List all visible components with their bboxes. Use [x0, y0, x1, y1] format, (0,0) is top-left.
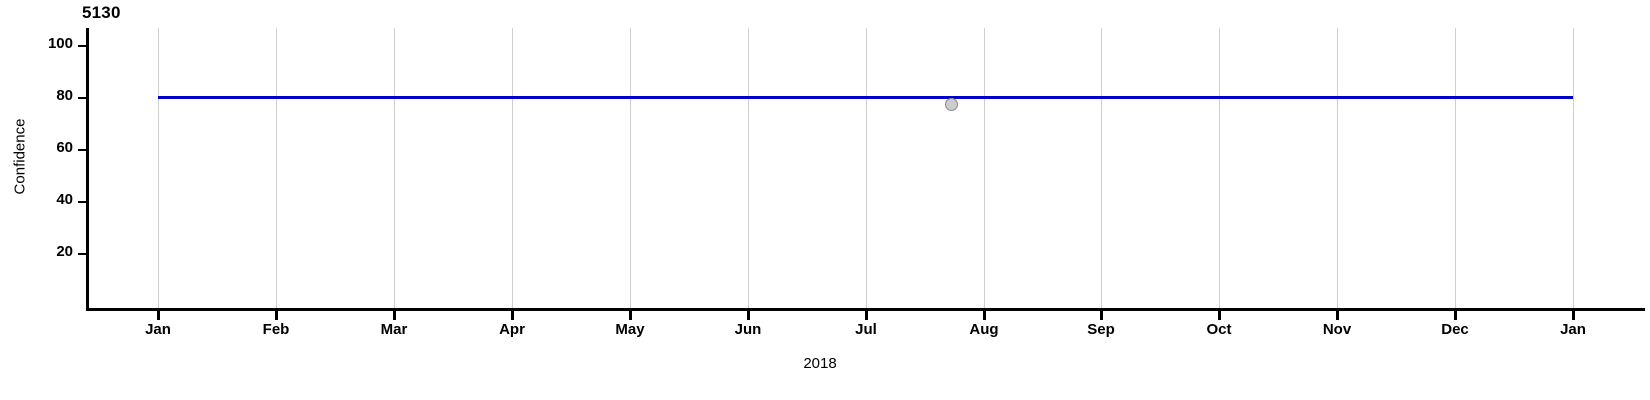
x-tick-mark: [393, 311, 396, 320]
y-tick-label: 40: [56, 191, 73, 208]
gridline-vertical: [630, 28, 631, 308]
threshold-line: [158, 96, 1573, 99]
x-tick-mark: [629, 311, 632, 320]
x-tick-mark: [983, 311, 986, 320]
y-axis-line: [86, 28, 89, 311]
x-tick-label: Jul: [855, 321, 877, 338]
y-tick-mark: [78, 149, 87, 151]
y-tick-mark: [78, 45, 87, 47]
x-tick-mark: [1454, 311, 1457, 320]
data-point-marker[interactable]: [945, 97, 959, 111]
gridline-vertical: [866, 28, 867, 308]
y-tick-label: 60: [56, 139, 73, 156]
x-axis-line: [86, 308, 1645, 311]
x-tick-mark: [275, 311, 278, 320]
y-tick-label: 20: [56, 243, 73, 260]
x-tick-mark: [1336, 311, 1339, 320]
gridline-vertical: [984, 28, 985, 308]
x-tick-label: Nov: [1322, 321, 1352, 338]
gridline-vertical: [1219, 28, 1220, 308]
x-tick-label: Aug: [969, 321, 999, 338]
gridline-vertical: [1573, 28, 1574, 308]
chart-title: 5130: [82, 3, 121, 22]
gridline-vertical: [748, 28, 749, 308]
gridline-vertical: [394, 28, 395, 308]
gridline-vertical: [1337, 28, 1338, 308]
x-tick-label: Dec: [1441, 321, 1469, 338]
x-tick-mark: [157, 311, 160, 320]
gridline-vertical: [512, 28, 513, 308]
x-tick-mark: [1572, 311, 1575, 320]
x-tick-label: Mar: [380, 321, 408, 338]
x-tick-mark: [747, 311, 750, 320]
x-tick-label: Jan: [1560, 321, 1586, 338]
y-tick-label: 100: [47, 35, 73, 52]
x-tick-label: Feb: [262, 321, 290, 338]
x-tick-mark: [1100, 311, 1103, 320]
x-tick-label: Jan: [145, 321, 171, 338]
x-tick-mark: [1218, 311, 1221, 320]
x-tick-mark: [511, 311, 514, 320]
x-tick-label: Jun: [734, 321, 762, 338]
x-tick-label: Oct: [1206, 321, 1232, 338]
y-tick-mark: [78, 201, 87, 203]
x-axis-title: 2018: [803, 355, 837, 372]
gridline-vertical: [1455, 28, 1456, 308]
plot-area: [89, 28, 1645, 308]
gridline-vertical: [158, 28, 159, 308]
x-tick-label: May: [615, 321, 645, 338]
y-tick-mark: [78, 97, 87, 99]
gridline-vertical: [1101, 28, 1102, 308]
y-tick-label: 80: [56, 87, 73, 104]
x-tick-label: Sep: [1087, 321, 1115, 338]
gridline-vertical: [276, 28, 277, 308]
y-tick-mark: [78, 253, 87, 255]
x-tick-mark: [865, 311, 868, 320]
x-tick-label: Apr: [499, 321, 525, 338]
